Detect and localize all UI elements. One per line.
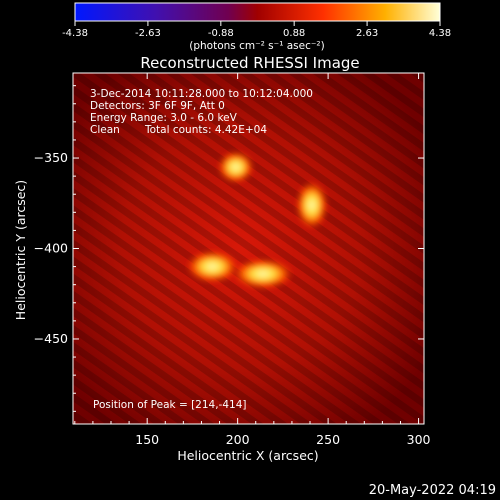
image-sources	[186, 151, 328, 289]
y-tick-label: −350	[34, 150, 68, 165]
image-ripple-texture	[73, 73, 424, 424]
annotation-time-range: 3-Dec-2014 10:11:28.000 to 10:12:04.000	[90, 88, 313, 100]
bright-source	[232, 258, 293, 289]
x-tick-label: 250	[316, 432, 340, 447]
annotation-detectors: Detectors: 3F 6F 9F, Att 0	[90, 100, 225, 112]
x-axis-ticks: 150 200 250 300	[74, 73, 431, 447]
bright-source	[186, 250, 239, 283]
plot-title: Reconstructed RHESSI Image	[140, 54, 359, 72]
x-tick-label: 300	[407, 432, 431, 447]
colorbar-tick-label: 2.63	[356, 28, 378, 39]
x-axis-label: Heliocentric X (arcsec)	[177, 448, 318, 463]
colorbar-tick-label: 4.38	[429, 28, 451, 39]
y-tick-label: −450	[34, 331, 68, 346]
x-tick-label: 200	[226, 432, 250, 447]
bright-source	[217, 151, 254, 184]
colorbar-tick-label: -4.38	[62, 28, 88, 39]
y-axis-label: Heliocentric Y (arcsec)	[13, 180, 28, 320]
colorbar-tick-label: -0.88	[208, 28, 234, 39]
colorbar-ticks: -4.38 -2.63 -0.88 0.88 2.63 4.38	[62, 21, 451, 39]
y-axis-ticks: −350 −400 −450	[34, 85, 424, 412]
x-tick-label: 150	[135, 432, 159, 447]
colorbar: -4.38 -2.63 -0.88 0.88 2.63 4.38 (photons cm⁻…	[62, 2, 451, 52]
annotation-method: Clean	[90, 124, 120, 136]
annotation-energy-range: Energy Range: 3.0 - 6.0 keV	[90, 112, 238, 124]
annotations: 3-Dec-2014 10:11:28.000 to 10:12:04.000 …	[90, 88, 313, 411]
annotation-total-counts: Total counts: 4.42E+04	[144, 124, 267, 136]
y-tick-label: −400	[34, 241, 68, 256]
colorbar-units: (photons cm⁻² s⁻¹ asec⁻²)	[189, 40, 324, 52]
colorbar-tick-label: 0.88	[283, 28, 305, 39]
colorbar-gradient	[74, 2, 441, 22]
bright-source	[295, 181, 328, 230]
colorbar-tick-label: -2.63	[135, 28, 161, 39]
annotation-peak: Position of Peak = [214,-414]	[93, 399, 247, 411]
rhessi-image	[73, 73, 424, 424]
footer-date: 20-May-2022 04:19	[369, 483, 496, 498]
